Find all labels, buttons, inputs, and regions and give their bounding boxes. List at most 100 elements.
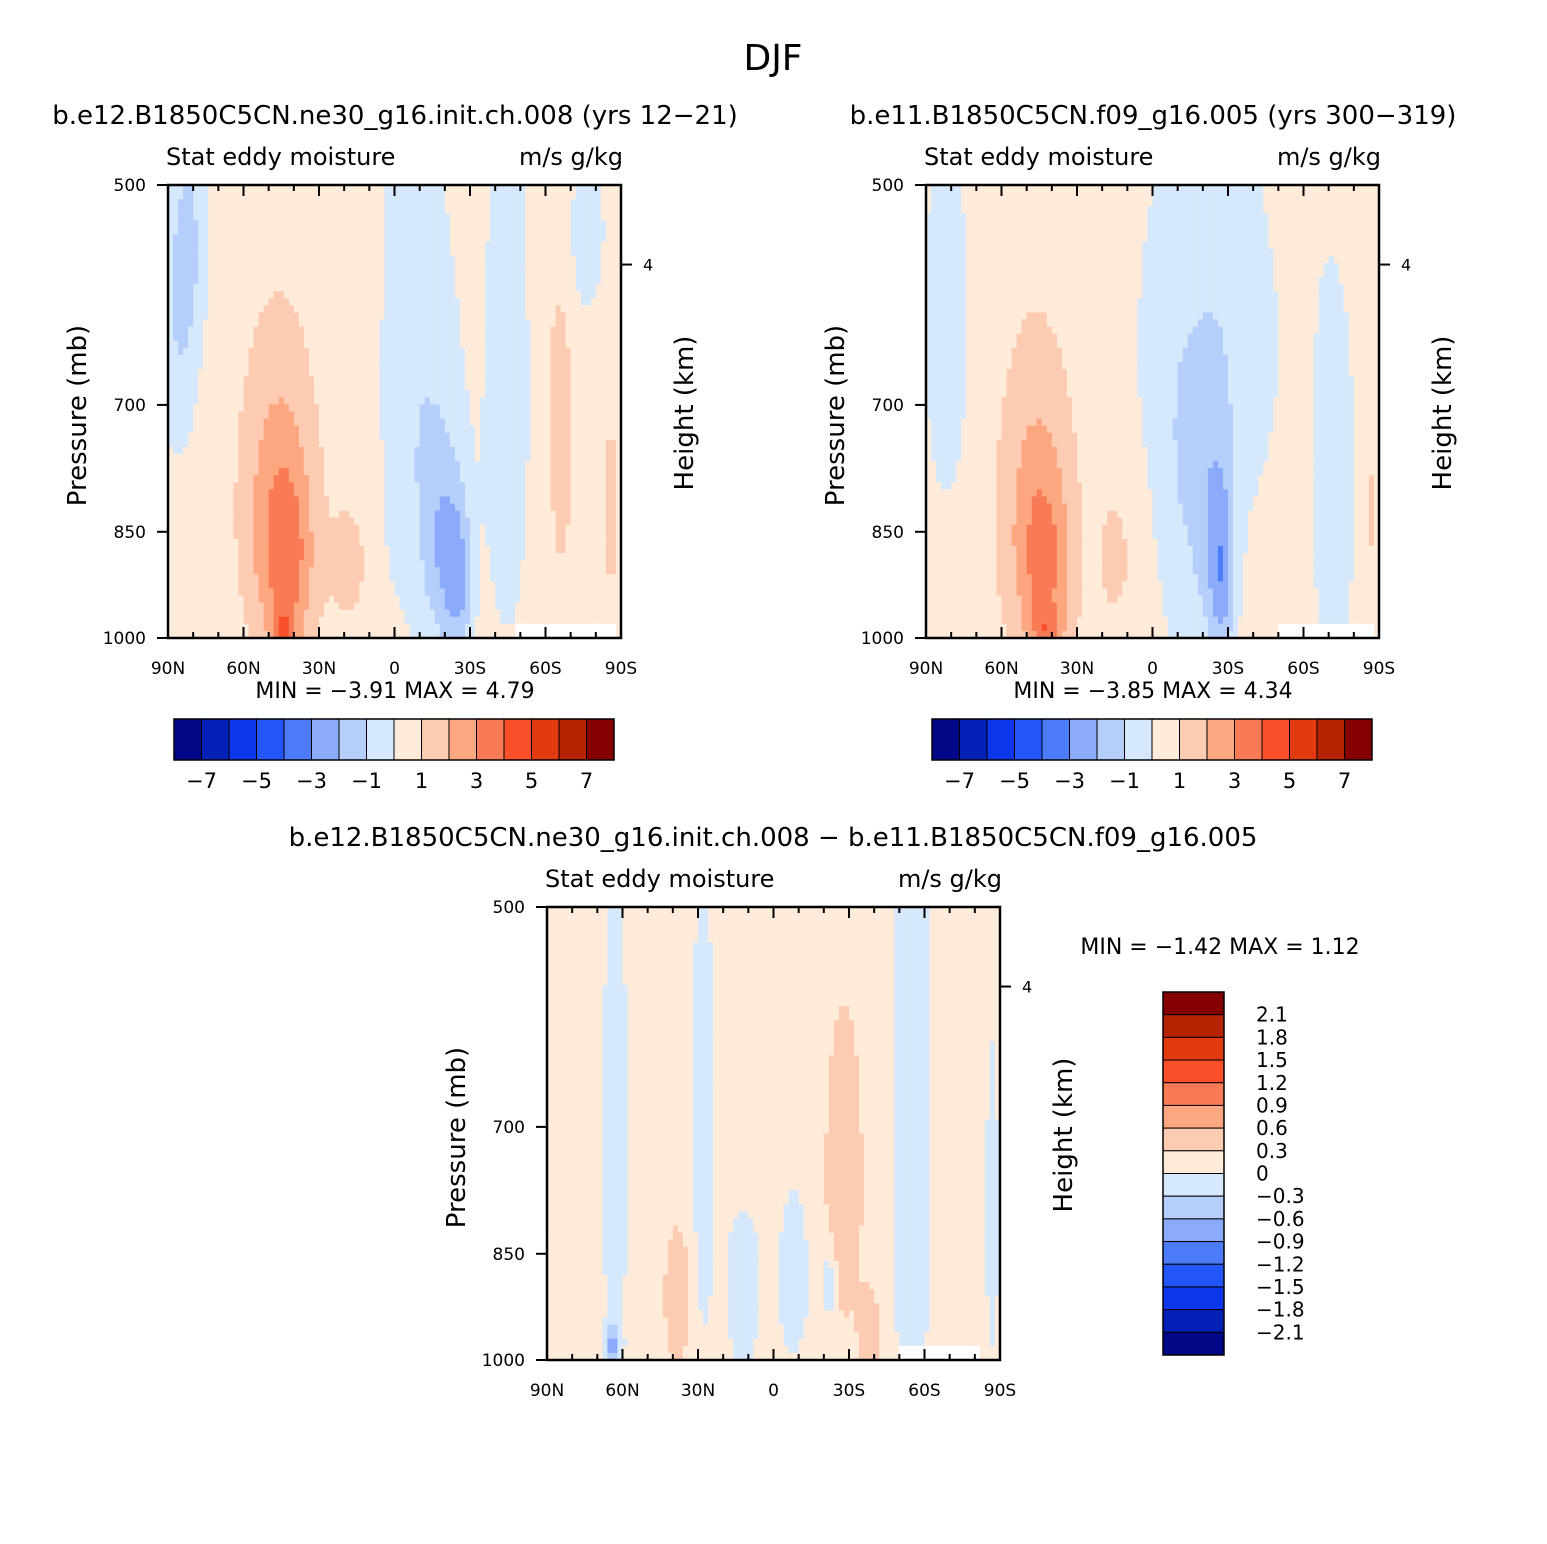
- field-cell: [540, 510, 547, 519]
- field-cell: [475, 475, 481, 483]
- field-cell: [188, 517, 194, 526]
- field-cell: [515, 305, 521, 314]
- field-cell: [178, 453, 184, 462]
- field-cell: [168, 291, 174, 299]
- field-cell: [545, 588, 552, 597]
- field-cell: [485, 496, 491, 505]
- field-cell: [354, 574, 360, 582]
- field-cell: [500, 602, 506, 611]
- field-cell: [475, 595, 481, 604]
- field-cell: [500, 482, 506, 490]
- field-cell: [384, 206, 391, 214]
- field-cell: [183, 213, 189, 221]
- field-cell: [379, 284, 386, 292]
- field-cell: [520, 517, 526, 526]
- field-cell: [459, 298, 466, 306]
- field-cell: [268, 609, 275, 618]
- field-cell: [233, 277, 240, 285]
- field-cell: [470, 553, 476, 561]
- field-cell: [555, 418, 562, 427]
- field-cell: [344, 269, 350, 278]
- field-cell: [258, 369, 265, 377]
- field-cell: [203, 588, 209, 597]
- field-cell: [515, 369, 521, 377]
- field-cell: [454, 185, 461, 193]
- field-cell: [429, 376, 436, 384]
- field-cell: [298, 475, 305, 483]
- field-cell: [505, 185, 511, 193]
- field-cell: [535, 206, 542, 214]
- field-cell: [319, 369, 325, 377]
- field-cell: [389, 567, 396, 575]
- field-cell: [464, 538, 471, 547]
- field-cell: [454, 446, 461, 455]
- field-cell: [258, 616, 265, 625]
- field-cell: [193, 524, 199, 533]
- field-cell: [298, 213, 305, 221]
- field-cell: [389, 446, 396, 455]
- field-cell: [429, 411, 436, 420]
- field-cell: [273, 369, 280, 377]
- field-cell: [419, 616, 426, 625]
- field-cell: [485, 553, 491, 561]
- field-cell: [449, 446, 456, 455]
- field-cell: [379, 369, 386, 377]
- field-cell: [449, 602, 456, 611]
- field-cell: [238, 262, 245, 271]
- field-cell: [444, 284, 451, 292]
- field-cell: [188, 220, 194, 229]
- field-cell: [480, 227, 486, 236]
- field-cell: [303, 220, 310, 229]
- field-cell: [303, 439, 310, 448]
- field-cell: [454, 354, 461, 363]
- field-cell: [243, 220, 250, 229]
- field-cell: [268, 588, 275, 597]
- field-cell: [319, 446, 325, 455]
- field-cell: [308, 453, 315, 462]
- field-cell: [495, 616, 501, 625]
- field-cell: [268, 517, 275, 526]
- field-cell: [178, 340, 184, 349]
- field-cell: [399, 439, 406, 448]
- field-cell: [223, 510, 229, 519]
- field-cell: [545, 397, 552, 406]
- field-cell: [324, 510, 330, 519]
- field-cell: [510, 609, 516, 618]
- field-cell: [379, 248, 386, 257]
- field-cell: [334, 439, 340, 448]
- field-cell: [173, 241, 179, 250]
- field-cell: [374, 361, 380, 370]
- field-cell: [419, 185, 426, 193]
- field-cell: [409, 531, 416, 540]
- field-cell: [545, 468, 552, 476]
- field-cell: [525, 531, 531, 540]
- field-cell: [399, 538, 406, 547]
- field-cell: [389, 326, 396, 335]
- field-cell: [354, 298, 360, 306]
- field-cell: [495, 545, 501, 554]
- field-cell: [168, 503, 174, 512]
- field-cell: [500, 489, 506, 498]
- field-cell: [389, 277, 396, 285]
- field-cell: [449, 553, 456, 561]
- field-cell: [414, 489, 421, 498]
- field-cell: [510, 284, 516, 292]
- field-cell: [238, 545, 245, 554]
- field-cell: [298, 616, 305, 625]
- field-cell: [238, 347, 245, 356]
- field-cell: [223, 220, 229, 229]
- field-cell: [424, 623, 431, 632]
- field-cell: [349, 255, 355, 264]
- field-cell: [379, 206, 386, 214]
- field-cell: [394, 241, 401, 250]
- field-cell: [555, 277, 562, 285]
- field-cell: [359, 567, 365, 575]
- field-cell: [268, 496, 275, 505]
- field-cell: [459, 347, 466, 356]
- field-cell: [470, 404, 476, 413]
- field-cell: [288, 333, 295, 342]
- field-cell: [329, 312, 335, 321]
- field-cell: [273, 609, 280, 618]
- field-cell: [464, 390, 471, 398]
- field-cell: [495, 340, 501, 349]
